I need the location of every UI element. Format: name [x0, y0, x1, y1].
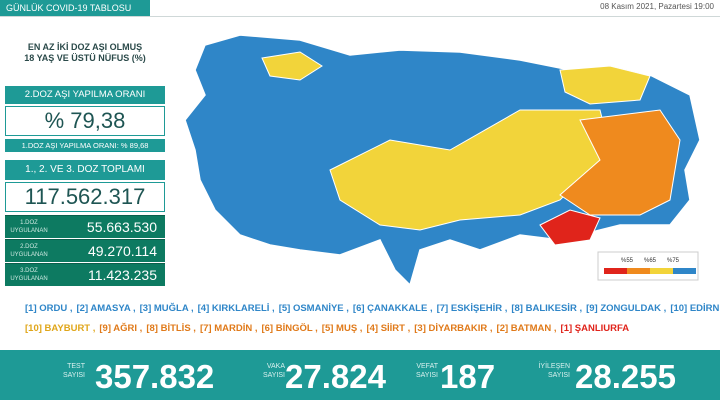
stat-label: TEST SAYISI	[45, 362, 85, 380]
legend-swatch	[627, 268, 650, 274]
dose-label: 1.DOZ UYGULANAN	[9, 219, 49, 235]
divider	[0, 16, 720, 17]
ranking-item: [3] MUĞLA ,	[139, 303, 194, 314]
ranking-item: [8] BİTLİS ,	[146, 323, 196, 334]
stat-label-line: SAYISI	[62, 372, 85, 379]
dose-row: 3.DOZ UYGULANAN 11.423.235	[5, 263, 165, 286]
heading-line: 18 YAŞ VE ÜSTÜ NÜFUS (%)	[24, 53, 146, 63]
map-region	[539, 209, 601, 246]
dose-label-line: UYGULANAN	[10, 276, 48, 282]
stat-label-line: VAKA	[266, 363, 285, 370]
ranking-item: [1] ORDU ,	[25, 303, 73, 314]
legend-swatch	[604, 268, 627, 274]
stat-label: VEFAT SAYISI	[398, 362, 438, 380]
ranking-item: [4] SİİRT ,	[366, 323, 411, 334]
stat-label-line: İYİLEŞEN	[538, 363, 570, 370]
ranking-item: [9] ZONGULDAK ,	[586, 303, 667, 314]
stat-label-line: VEFAT	[416, 363, 438, 370]
stats-band: TEST SAYISI 357.832 VAKA SAYISI 27.824 VEFAT SA…	[0, 350, 720, 400]
legend-swatch	[673, 268, 696, 274]
dose-value: 11.423.235	[87, 267, 157, 283]
stat-label: İYİLEŞEN SAYISI	[530, 362, 570, 380]
total-label: 1., 2. VE 3. DOZ TOPLAMI	[5, 160, 165, 180]
header-date: 08 Kasım 2021, Pazartesi 19:00	[600, 2, 714, 11]
ranking-item: [5] MUŞ ,	[321, 323, 363, 334]
ranking-bottom: [10] BAYBURT , [9] AĞRI , [8] BİTLİS , [7] …	[25, 323, 715, 334]
dose-value: 55.663.530	[86, 219, 157, 235]
ranking-item: [2] AMASYA ,	[76, 303, 136, 314]
ranking-item: [1] ŞANLIURFA	[560, 323, 630, 334]
dose-label-line: UYGULANAN	[10, 228, 48, 234]
map: %55 %65 %75	[184, 34, 701, 287]
ranking-top: [1] ORDU , [2] AMASYA , [3] MUĞLA , [4] KIR…	[25, 303, 720, 314]
dose-row: 2.DOZ UYGULANAN 49.270.114	[5, 239, 165, 262]
dose-label-line: 1.DOZ	[20, 220, 38, 226]
stat-label-line: SAYISI	[547, 372, 570, 379]
ranking-item: [7] MARDİN ,	[199, 323, 258, 334]
stat-value: 187	[440, 358, 496, 395]
ranking-item: [3] DİYARBAKIR ,	[414, 323, 493, 334]
panel-heading: EN AZ İKİ DOZ AŞI OLMUŞ 18 YAŞ VE ÜSTÜ N…	[5, 42, 165, 64]
header-title: GÜNLÜK COVID-19 TABLOSU	[0, 0, 150, 16]
dose-label-line: 2.DOZ	[20, 244, 38, 250]
ranking-item: [6] BİNGÖL ,	[261, 323, 318, 334]
first-dose-rate: 1.DOZ AŞI YAPILMA ORANI: % 89,68	[5, 139, 165, 152]
map-region	[559, 65, 651, 105]
second-dose-label: 2.DOZ AŞI YAPILMA ORANI	[5, 86, 165, 104]
ranking-item: [10] EDİRNE	[670, 303, 720, 314]
stat-label-line: SAYISI	[262, 372, 285, 379]
stat-label: VAKA SAYISI	[245, 362, 285, 380]
dose-label-line: UYGULANAN	[10, 252, 48, 258]
legend-box	[597, 251, 699, 281]
ranking-item: [6] ÇANAKKALE ,	[352, 303, 433, 314]
heading-line: EN AZ İKİ DOZ AŞI OLMUŞ	[27, 42, 143, 52]
ranking-item: [9] AĞRI ,	[99, 323, 143, 334]
dose-label-line: 3.DOZ	[20, 268, 38, 274]
second-dose-rate: % 79,38	[5, 106, 165, 136]
map-region	[261, 51, 323, 81]
ranking-item: [2] BATMAN ,	[496, 323, 557, 334]
legend-label: %75	[667, 258, 680, 264]
ranking-item: [5] OSMANİYE ,	[278, 303, 349, 314]
ranking-item: [10] BAYBURT ,	[25, 323, 96, 334]
ranking-item: [8] BALIKESİR ,	[511, 303, 583, 314]
map-region	[559, 109, 681, 216]
vaccine-panel: EN AZ İKİ DOZ AŞI OLMUŞ 18 YAŞ VE ÜSTÜ N…	[5, 28, 165, 286]
total-value: 117.562.317	[5, 182, 165, 212]
ranking-item: [7] ESKİŞEHİR ,	[436, 303, 508, 314]
legend-label: %65	[644, 258, 657, 264]
dose-row: 1.DOZ UYGULANAN 55.663.530	[5, 215, 165, 238]
map-region	[329, 109, 611, 231]
ranking-item: [4] KIRKLARELİ ,	[197, 303, 275, 314]
stat-value: 357.832	[95, 358, 215, 395]
legend-label: %55	[621, 258, 634, 264]
stat-value: 27.824	[285, 358, 386, 395]
legend-swatch	[650, 268, 673, 274]
legend: %55 %65 %75	[597, 251, 699, 281]
stat-label-line: SAYISI	[415, 372, 438, 379]
dose-value: 49.270.114	[87, 243, 157, 259]
stat-value: 28.255	[575, 358, 676, 395]
dose-label: 3.DOZ UYGULANAN	[9, 267, 49, 283]
dose-label: 2.DOZ UYGULANAN	[9, 243, 49, 259]
stat-label-line: TEST	[67, 363, 85, 370]
